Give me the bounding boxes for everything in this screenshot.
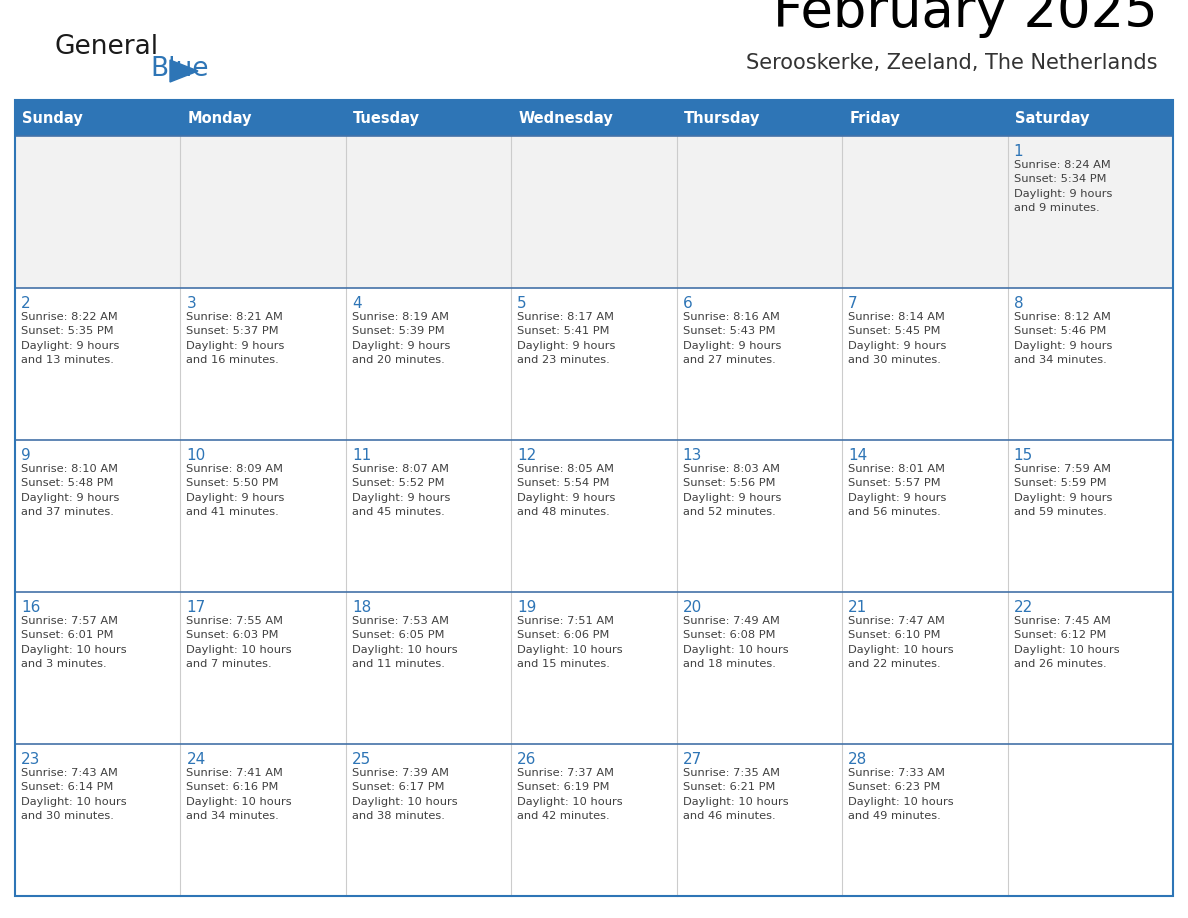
Text: Sunrise: 8:03 AM
Sunset: 5:56 PM
Daylight: 9 hours
and 52 minutes.: Sunrise: 8:03 AM Sunset: 5:56 PM Dayligh… xyxy=(683,464,781,517)
Text: 13: 13 xyxy=(683,448,702,463)
Text: Sunrise: 8:07 AM
Sunset: 5:52 PM
Daylight: 9 hours
and 45 minutes.: Sunrise: 8:07 AM Sunset: 5:52 PM Dayligh… xyxy=(352,464,450,517)
Text: Sunrise: 7:47 AM
Sunset: 6:10 PM
Daylight: 10 hours
and 22 minutes.: Sunrise: 7:47 AM Sunset: 6:10 PM Dayligh… xyxy=(848,616,954,669)
Text: Sunrise: 7:33 AM
Sunset: 6:23 PM
Daylight: 10 hours
and 49 minutes.: Sunrise: 7:33 AM Sunset: 6:23 PM Dayligh… xyxy=(848,768,954,822)
Text: 25: 25 xyxy=(352,752,371,767)
Text: Sunrise: 7:59 AM
Sunset: 5:59 PM
Daylight: 9 hours
and 59 minutes.: Sunrise: 7:59 AM Sunset: 5:59 PM Dayligh… xyxy=(1013,464,1112,517)
Text: Sunrise: 8:21 AM
Sunset: 5:37 PM
Daylight: 9 hours
and 16 minutes.: Sunrise: 8:21 AM Sunset: 5:37 PM Dayligh… xyxy=(187,312,285,365)
Text: Sunrise: 7:35 AM
Sunset: 6:21 PM
Daylight: 10 hours
and 46 minutes.: Sunrise: 7:35 AM Sunset: 6:21 PM Dayligh… xyxy=(683,768,789,822)
Text: Thursday: Thursday xyxy=(684,110,760,126)
Text: Sunrise: 7:49 AM
Sunset: 6:08 PM
Daylight: 10 hours
and 18 minutes.: Sunrise: 7:49 AM Sunset: 6:08 PM Dayligh… xyxy=(683,616,789,669)
Text: Sunrise: 8:19 AM
Sunset: 5:39 PM
Daylight: 9 hours
and 20 minutes.: Sunrise: 8:19 AM Sunset: 5:39 PM Dayligh… xyxy=(352,312,450,365)
Text: 22: 22 xyxy=(1013,600,1032,615)
Text: 4: 4 xyxy=(352,296,361,311)
Text: 3: 3 xyxy=(187,296,196,311)
Polygon shape xyxy=(170,60,198,82)
Bar xyxy=(15,440,1173,592)
Text: 27: 27 xyxy=(683,752,702,767)
Text: 19: 19 xyxy=(517,600,537,615)
Text: 11: 11 xyxy=(352,448,371,463)
Text: 7: 7 xyxy=(848,296,858,311)
Text: 21: 21 xyxy=(848,600,867,615)
Text: 24: 24 xyxy=(187,752,206,767)
Text: 26: 26 xyxy=(517,752,537,767)
Bar xyxy=(15,744,1173,896)
Text: 9: 9 xyxy=(21,448,31,463)
Text: 10: 10 xyxy=(187,448,206,463)
Text: Sunrise: 8:22 AM
Sunset: 5:35 PM
Daylight: 9 hours
and 13 minutes.: Sunrise: 8:22 AM Sunset: 5:35 PM Dayligh… xyxy=(21,312,119,365)
Text: Sunrise: 8:12 AM
Sunset: 5:46 PM
Daylight: 9 hours
and 34 minutes.: Sunrise: 8:12 AM Sunset: 5:46 PM Dayligh… xyxy=(1013,312,1112,365)
Text: Sunrise: 8:17 AM
Sunset: 5:41 PM
Daylight: 9 hours
and 23 minutes.: Sunrise: 8:17 AM Sunset: 5:41 PM Dayligh… xyxy=(517,312,615,365)
Text: Serooskerke, Zeeland, The Netherlands: Serooskerke, Zeeland, The Netherlands xyxy=(746,53,1158,73)
Text: Sunrise: 8:01 AM
Sunset: 5:57 PM
Daylight: 9 hours
and 56 minutes.: Sunrise: 8:01 AM Sunset: 5:57 PM Dayligh… xyxy=(848,464,947,517)
Text: Sunrise: 8:24 AM
Sunset: 5:34 PM
Daylight: 9 hours
and 9 minutes.: Sunrise: 8:24 AM Sunset: 5:34 PM Dayligh… xyxy=(1013,160,1112,213)
Text: Blue: Blue xyxy=(150,56,209,82)
Text: Sunrise: 7:53 AM
Sunset: 6:05 PM
Daylight: 10 hours
and 11 minutes.: Sunrise: 7:53 AM Sunset: 6:05 PM Dayligh… xyxy=(352,616,457,669)
Bar xyxy=(15,100,1173,896)
Text: Sunrise: 7:55 AM
Sunset: 6:03 PM
Daylight: 10 hours
and 7 minutes.: Sunrise: 7:55 AM Sunset: 6:03 PM Dayligh… xyxy=(187,616,292,669)
Text: Sunrise: 8:05 AM
Sunset: 5:54 PM
Daylight: 9 hours
and 48 minutes.: Sunrise: 8:05 AM Sunset: 5:54 PM Dayligh… xyxy=(517,464,615,517)
Bar xyxy=(15,100,1173,896)
Text: 16: 16 xyxy=(21,600,40,615)
Bar xyxy=(15,288,1173,440)
Text: Sunrise: 7:43 AM
Sunset: 6:14 PM
Daylight: 10 hours
and 30 minutes.: Sunrise: 7:43 AM Sunset: 6:14 PM Dayligh… xyxy=(21,768,127,822)
Text: Tuesday: Tuesday xyxy=(353,110,419,126)
Text: 14: 14 xyxy=(848,448,867,463)
Text: 15: 15 xyxy=(1013,448,1032,463)
Text: Sunrise: 8:16 AM
Sunset: 5:43 PM
Daylight: 9 hours
and 27 minutes.: Sunrise: 8:16 AM Sunset: 5:43 PM Dayligh… xyxy=(683,312,781,365)
Text: Wednesday: Wednesday xyxy=(518,110,613,126)
Text: 5: 5 xyxy=(517,296,527,311)
Text: Sunrise: 7:45 AM
Sunset: 6:12 PM
Daylight: 10 hours
and 26 minutes.: Sunrise: 7:45 AM Sunset: 6:12 PM Dayligh… xyxy=(1013,616,1119,669)
Text: Friday: Friday xyxy=(849,110,899,126)
Text: 12: 12 xyxy=(517,448,537,463)
Bar xyxy=(15,100,1173,136)
Text: Sunrise: 7:39 AM
Sunset: 6:17 PM
Daylight: 10 hours
and 38 minutes.: Sunrise: 7:39 AM Sunset: 6:17 PM Dayligh… xyxy=(352,768,457,822)
Bar xyxy=(15,136,1173,288)
Text: General: General xyxy=(55,34,159,60)
Text: Sunrise: 8:10 AM
Sunset: 5:48 PM
Daylight: 9 hours
and 37 minutes.: Sunrise: 8:10 AM Sunset: 5:48 PM Dayligh… xyxy=(21,464,119,517)
Text: Sunrise: 7:51 AM
Sunset: 6:06 PM
Daylight: 10 hours
and 15 minutes.: Sunrise: 7:51 AM Sunset: 6:06 PM Dayligh… xyxy=(517,616,623,669)
Text: 28: 28 xyxy=(848,752,867,767)
Text: Sunrise: 7:41 AM
Sunset: 6:16 PM
Daylight: 10 hours
and 34 minutes.: Sunrise: 7:41 AM Sunset: 6:16 PM Dayligh… xyxy=(187,768,292,822)
Text: 17: 17 xyxy=(187,600,206,615)
Text: Monday: Monday xyxy=(188,110,252,126)
Text: Sunrise: 7:37 AM
Sunset: 6:19 PM
Daylight: 10 hours
and 42 minutes.: Sunrise: 7:37 AM Sunset: 6:19 PM Dayligh… xyxy=(517,768,623,822)
Text: 8: 8 xyxy=(1013,296,1023,311)
Text: 6: 6 xyxy=(683,296,693,311)
Text: 2: 2 xyxy=(21,296,31,311)
Text: Sunrise: 8:09 AM
Sunset: 5:50 PM
Daylight: 9 hours
and 41 minutes.: Sunrise: 8:09 AM Sunset: 5:50 PM Dayligh… xyxy=(187,464,285,517)
Text: Sunrise: 7:57 AM
Sunset: 6:01 PM
Daylight: 10 hours
and 3 minutes.: Sunrise: 7:57 AM Sunset: 6:01 PM Dayligh… xyxy=(21,616,127,669)
Text: February 2025: February 2025 xyxy=(773,0,1158,38)
Text: Saturday: Saturday xyxy=(1015,110,1089,126)
Bar xyxy=(15,592,1173,744)
Text: 1: 1 xyxy=(1013,144,1023,159)
Text: Sunrise: 8:14 AM
Sunset: 5:45 PM
Daylight: 9 hours
and 30 minutes.: Sunrise: 8:14 AM Sunset: 5:45 PM Dayligh… xyxy=(848,312,947,365)
Text: 20: 20 xyxy=(683,600,702,615)
Text: 23: 23 xyxy=(21,752,40,767)
Text: Sunday: Sunday xyxy=(23,110,83,126)
Text: 18: 18 xyxy=(352,600,371,615)
